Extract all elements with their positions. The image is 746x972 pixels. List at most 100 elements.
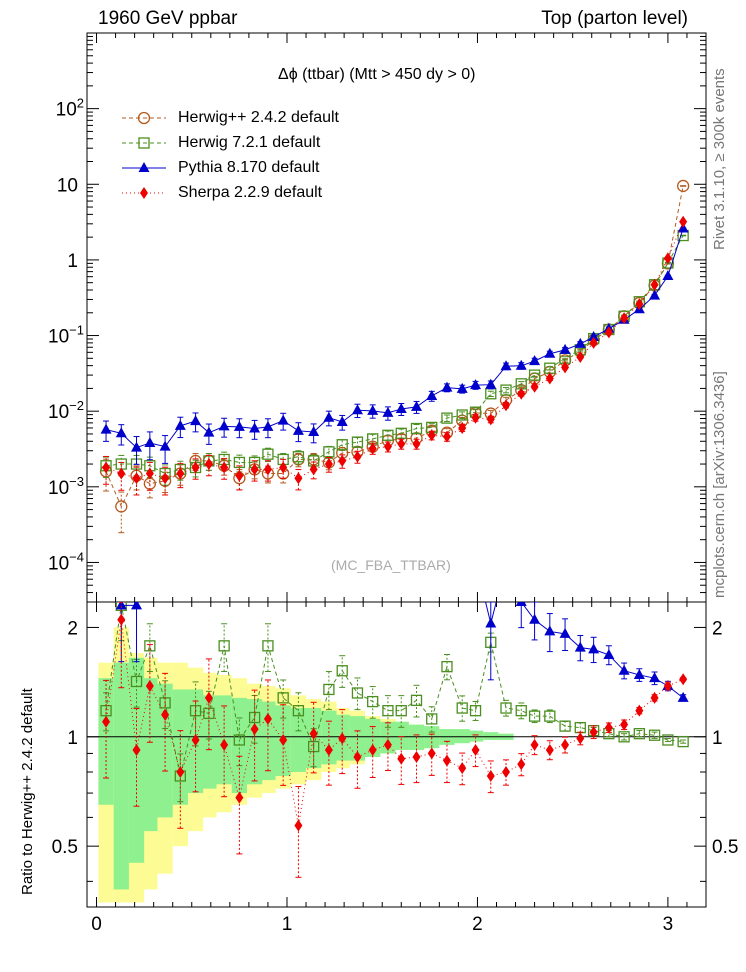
- ratio-point-sherpa-shape: [427, 747, 436, 760]
- ratio-band-inner: [113, 662, 129, 890]
- main-point-sherpa: [324, 458, 333, 471]
- x-tick-label: 0: [91, 914, 102, 935]
- main-point-herwig7: [351, 436, 364, 448]
- main-point-sherpa: [604, 326, 613, 339]
- main-point-sherpa-shape: [620, 312, 629, 325]
- ratio-point-pythia-shape: [544, 625, 556, 636]
- ratio-point-sherpa: [412, 750, 421, 763]
- main-point-herwigpp-shape: [676, 179, 690, 193]
- main-point-pythia: [308, 426, 320, 437]
- main-point-sherpa-shape: [589, 336, 598, 349]
- main-point-sherpa-shape: [427, 429, 436, 442]
- main-point-sherpa-shape: [294, 472, 303, 485]
- main-point-sherpa: [338, 454, 347, 467]
- ratio-point-herwig7-shape: [233, 734, 246, 746]
- ratio-point-pythia-shape: [588, 643, 600, 654]
- main-point-sherpa-shape: [663, 252, 672, 265]
- ratio-point-sherpa: [145, 679, 154, 692]
- main-point-sherpa-shape: [458, 421, 467, 434]
- ratio-point-pythia: [677, 691, 689, 702]
- ratio-point-herwig7-shape: [662, 734, 674, 746]
- ratio-point-herwig7-shape: [277, 692, 289, 704]
- main-point-sherpa-shape: [145, 467, 154, 480]
- main-point-pythia-shape: [218, 420, 230, 431]
- ratio-plot-frame: [86, 601, 707, 908]
- ratio-point-sherpa-shape: [353, 750, 362, 763]
- ratio-point-pythia: [603, 648, 615, 659]
- main-point-pythia-shape: [529, 355, 541, 366]
- main-point-pythia: [292, 424, 304, 435]
- ratio-point-sherpa: [338, 732, 347, 745]
- ratio-point-pythia: [649, 672, 661, 683]
- ratio-line-sherpa: [105, 619, 684, 826]
- ratio-point-pythia-shape: [677, 691, 689, 702]
- ratio-point-sherpa: [679, 673, 688, 686]
- ratio-point-herwig7: [515, 705, 527, 717]
- ratio-point-sherpa-shape: [486, 769, 495, 782]
- ratio-point-sherpa: [486, 769, 495, 782]
- ratio-point-sherpa-shape: [576, 732, 585, 745]
- ratio-point-sherpa-shape: [102, 715, 111, 728]
- ratio-point-herwig7: [144, 640, 156, 652]
- main-point-sherpa: [471, 411, 480, 424]
- main-point-herwigpp: [676, 179, 690, 193]
- ratio-point-sherpa: [502, 766, 511, 779]
- ratio-point-sherpa-shape: [279, 733, 288, 746]
- ratio-point-sherpa-shape: [650, 691, 659, 704]
- ratio-point-herwig7: [544, 710, 556, 722]
- ratio-point-pythia-shape: [574, 641, 586, 652]
- ratio-point-sherpa-shape: [471, 743, 480, 756]
- ratio-point-sherpa-shape: [263, 712, 272, 725]
- ratio-point-sherpa: [530, 738, 539, 751]
- main-point-sherpa: [517, 387, 526, 400]
- ratio-point-sherpa-shape: [117, 613, 126, 626]
- ratio-point-sherpa: [663, 679, 672, 692]
- main-point-pythia-shape: [456, 382, 468, 393]
- ratio-point-herwig7-shape: [544, 710, 556, 722]
- ratio-point-sherpa: [397, 752, 406, 765]
- main-point-sherpa: [442, 430, 451, 443]
- main-point-pythia: [277, 414, 289, 425]
- main-point-herwig7-shape: [528, 369, 541, 381]
- main-point-sherpa-shape: [576, 351, 585, 364]
- main-point-pythia: [529, 355, 541, 366]
- header-right: Top (parton level): [541, 8, 688, 29]
- ratio-point-herwig7: [426, 713, 438, 725]
- ratio-point-sherpa: [517, 758, 526, 771]
- ratio-point-sherpa-shape: [635, 704, 644, 717]
- mcplots-label: mcplots.cern.ch [arXiv:1306.3436]: [711, 371, 728, 598]
- main-point-herwig7: [233, 456, 246, 469]
- ratio-point-herwig7: [528, 710, 541, 722]
- main-point-pythia-shape: [500, 360, 512, 371]
- main-point-herwig7-shape: [382, 429, 394, 441]
- main-point-pythia: [470, 379, 482, 390]
- ratio-point-herwig7: [410, 694, 423, 706]
- main-point-pythia-shape: [544, 347, 556, 358]
- main-point-sherpa-shape: [338, 454, 347, 467]
- ratio-point-sherpa: [117, 613, 126, 626]
- ratio-point-sherpa-shape: [679, 673, 688, 686]
- main-point-pythia-shape: [336, 415, 348, 426]
- ratio-point-pythia-shape: [529, 613, 541, 624]
- main-point-sherpa: [663, 252, 672, 265]
- ratio-point-herwig7: [395, 705, 407, 717]
- main-point-herwig7-shape: [351, 436, 364, 448]
- main-point-sherpa-shape: [442, 430, 451, 443]
- main-point-sherpa-shape: [471, 411, 480, 424]
- ratio-point-herwig7: [233, 734, 246, 746]
- rivet-label: Rivet 3.1.10, ≥ 300k events: [711, 68, 728, 250]
- main-point-pythia-shape: [203, 426, 215, 437]
- ratio-point-herwig7: [677, 735, 689, 748]
- ratio-point-herwig7-shape: [469, 705, 482, 717]
- main-point-sherpa: [145, 467, 154, 480]
- legend-label-herwigpp: Herwig++ 2.4.2 default: [178, 109, 339, 126]
- ratio-point-pythia: [529, 613, 541, 624]
- ratio-point-herwig7-shape: [382, 705, 394, 717]
- header-left: 1960 GeV ppbar: [98, 8, 238, 29]
- ratio-point-herwig7-shape: [351, 687, 364, 699]
- ratio-point-sherpa: [204, 691, 213, 704]
- ratio-point-herwig7: [130, 675, 143, 688]
- main-point-sherpa: [204, 458, 213, 471]
- main-point-herwig7: [323, 446, 335, 458]
- main-point-pythia-shape: [367, 404, 379, 415]
